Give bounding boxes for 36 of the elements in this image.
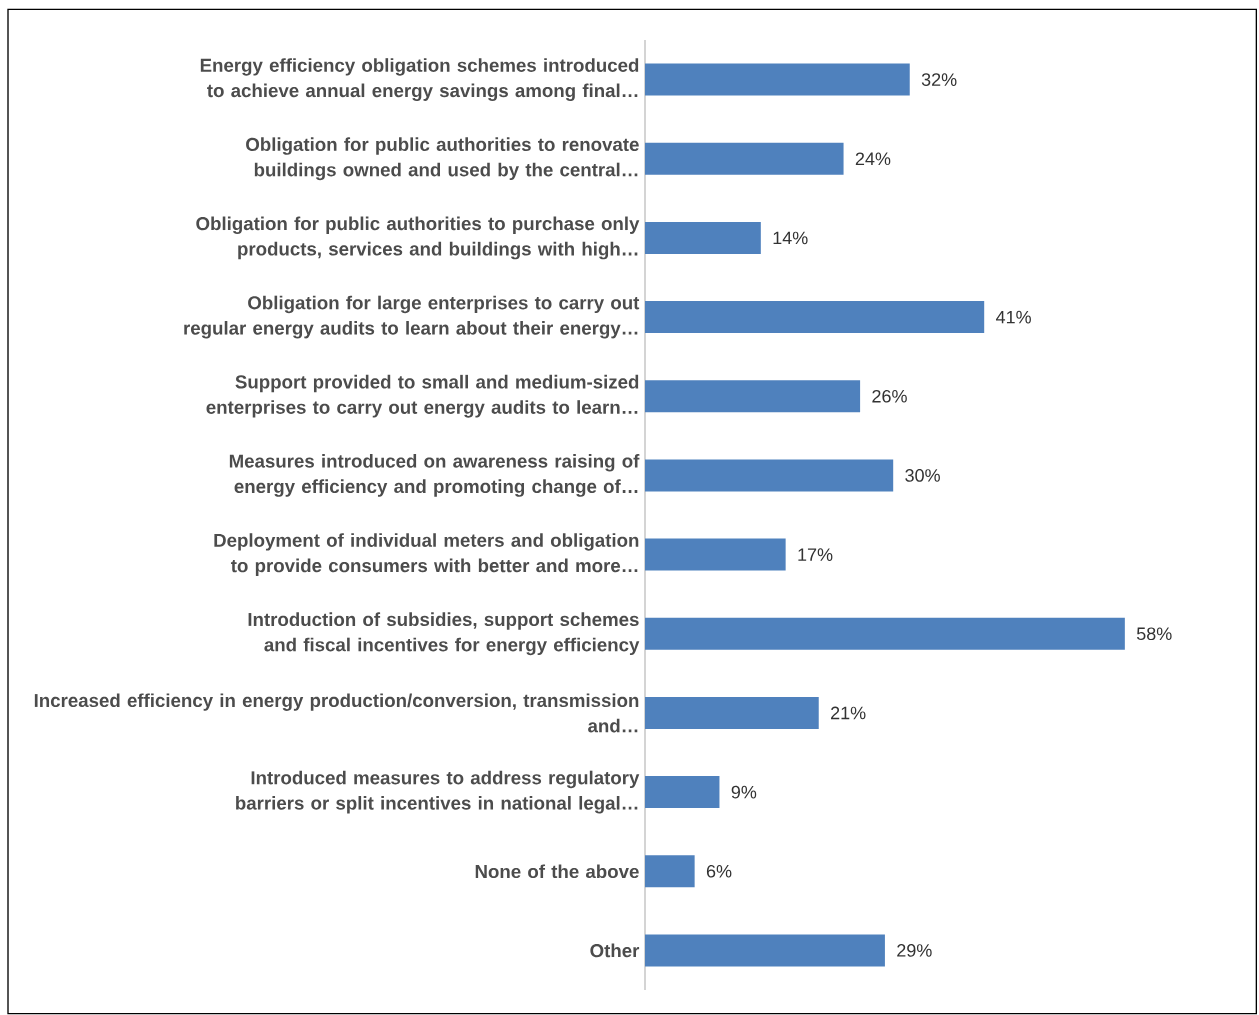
- data-label: 21%: [831, 706, 866, 720]
- bar: [645, 459, 894, 492]
- y-tick-label: Introduced measures to address regulatory barriers or split incentives in national legal…: [236, 770, 640, 814]
- data-label: 32%: [921, 73, 957, 86]
- data-label: 26%: [872, 389, 907, 403]
- y-tick-label: Obligation for public authorities to renovate buildings owned and used by the central…: [246, 137, 639, 181]
- bar: [645, 855, 695, 888]
- bar: [645, 142, 844, 175]
- bar: [645, 380, 861, 413]
- data-label: 9%: [731, 785, 757, 799]
- y-tick-label: None of the above: [475, 864, 639, 879]
- data-label: 24%: [855, 152, 891, 166]
- bar: [645, 934, 885, 967]
- bar: [645, 617, 1125, 650]
- data-label: 41%: [996, 310, 1031, 324]
- bar: [645, 63, 910, 96]
- data-label: 29%: [897, 944, 932, 957]
- bar: [645, 538, 786, 571]
- y-tick-label: Energy efficiency obligation schemes introduced to achieve annual energy savings among final…: [200, 58, 639, 101]
- bar: [645, 221, 761, 254]
- y-tick-label: Measures introduced on awareness raising of energy efficiency and promoting change of…: [229, 454, 640, 497]
- y-tick-label: Increased efficiency in energy production/conversion, transmission and…: [34, 693, 639, 733]
- data-label: 14%: [773, 231, 808, 245]
- bar: [645, 776, 720, 809]
- y-tick-label: Obligation for large enterprises to carry out regular energy audits to learn about their energy…: [184, 295, 640, 339]
- data-label: 6%: [706, 864, 732, 878]
- bar: [645, 696, 819, 729]
- y-tick-label: Obligation for public authorities to purchase only products, services and buildings with high…: [196, 216, 640, 260]
- y-tick-label: Support provided to small and medium-sized enterprises to carry out energy audits to learn…: [206, 374, 639, 418]
- y-tick-label: Deployment of individual meters and obligation to provide consumers with better and more…: [214, 533, 639, 576]
- data-label: 30%: [905, 469, 940, 482]
- bar: [645, 301, 985, 334]
- data-label: 17%: [798, 548, 833, 561]
- y-tick-label: Introduction of subsidies, support schemes and fiscal incentives for energy efficiency: [248, 612, 640, 656]
- data-label: 58%: [1136, 627, 1172, 641]
- y-tick-label: Other: [590, 943, 640, 958]
